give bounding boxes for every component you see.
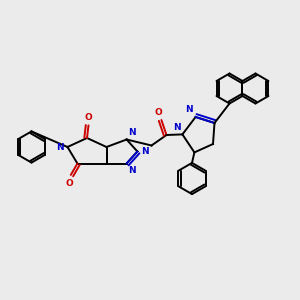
Text: N: N <box>56 142 64 152</box>
Text: N: N <box>128 128 136 137</box>
Text: O: O <box>65 178 73 188</box>
Text: O: O <box>154 108 162 117</box>
Text: N: N <box>128 166 136 175</box>
Text: N: N <box>185 105 193 114</box>
Text: O: O <box>85 113 92 122</box>
Text: N: N <box>173 123 181 132</box>
Text: N: N <box>141 147 148 156</box>
